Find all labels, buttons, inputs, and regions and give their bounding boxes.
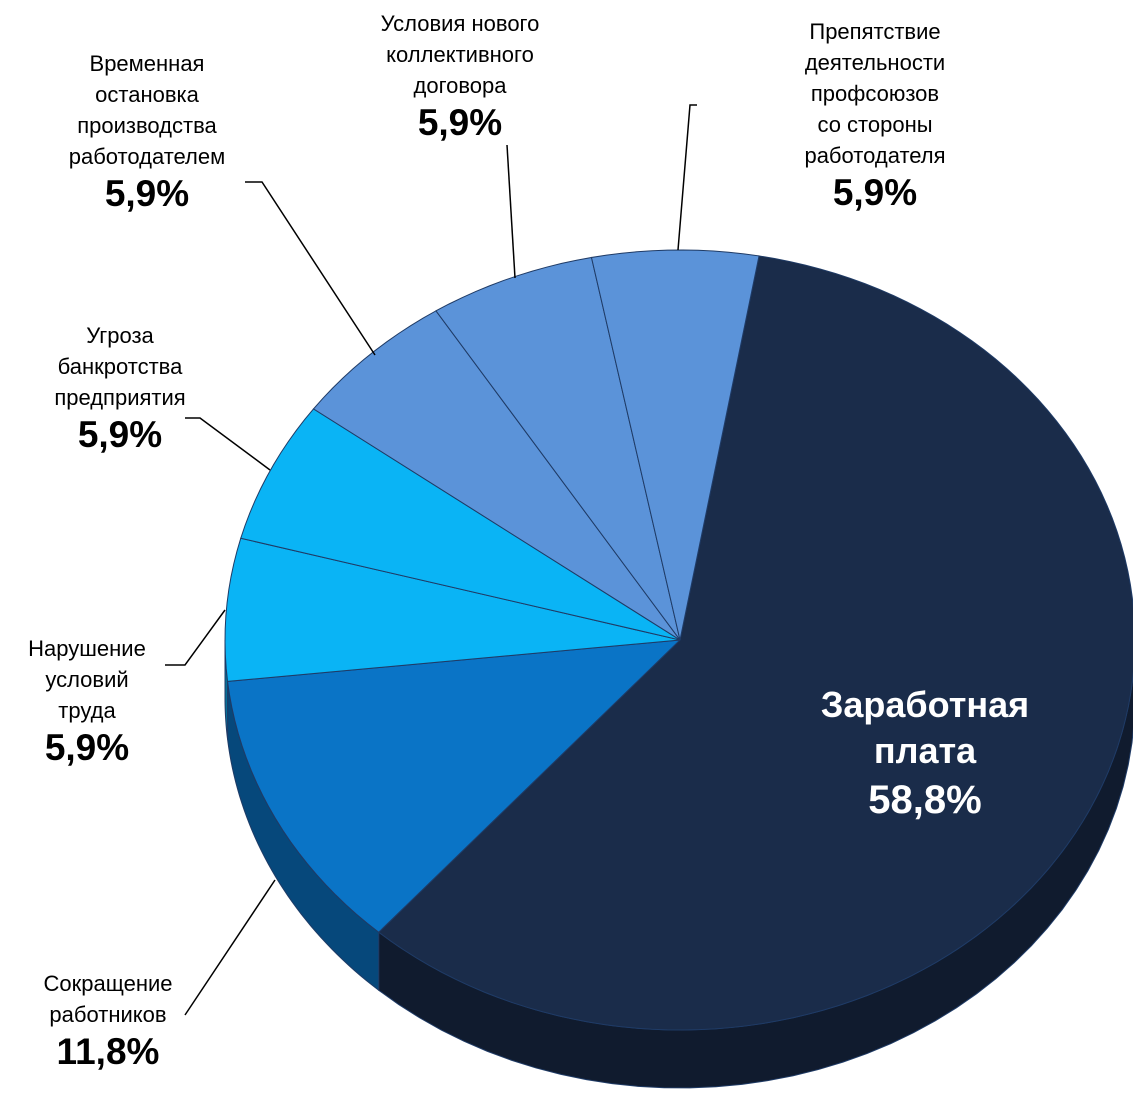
slice-label: Угроза банкротства предприятия 5,9% xyxy=(54,320,185,457)
pie-tops xyxy=(224,249,1133,1031)
leader-line xyxy=(677,104,697,251)
value-label: 58,8% xyxy=(868,778,982,822)
pie-slice xyxy=(224,537,681,682)
leader-line xyxy=(245,181,376,356)
slice-label: Условия нового коллективного договора 5,9… xyxy=(381,8,540,145)
category-label: Угроза банкротства предприятия xyxy=(54,323,186,410)
slice-label: Сокращение работников 11,8% xyxy=(44,968,173,1074)
slice-label: Заработная плата 58,8% xyxy=(821,682,1029,826)
pie-slice xyxy=(377,255,1133,1031)
leader-line xyxy=(184,879,276,1016)
pie-slice xyxy=(240,408,681,641)
leader-line xyxy=(506,144,516,279)
category-label: Временная остановка производства работод… xyxy=(68,51,226,169)
value-label: 5,9% xyxy=(44,727,130,768)
value-label: 5,9% xyxy=(77,414,163,455)
value-label: 5,9% xyxy=(104,173,190,214)
pie-slice xyxy=(435,256,681,641)
slice-label: Препятствие деятельности профсоюзов со с… xyxy=(746,16,1004,215)
slice-label: Нарушение условий труда 5,9% xyxy=(28,633,146,770)
category-label: Препятствие деятельности профсоюзов со с… xyxy=(804,19,946,168)
pie-slice xyxy=(590,249,760,641)
slice-label: Временная остановка производства работод… xyxy=(69,48,226,216)
category-label: Сокращение работников xyxy=(43,971,173,1027)
leader-line xyxy=(165,609,226,666)
category-label: Условия нового коллективного договора xyxy=(380,11,540,98)
pie-slice xyxy=(227,639,682,933)
leader-lines xyxy=(165,104,697,1016)
value-label: 5,9% xyxy=(417,102,503,143)
value-label: 5,9% xyxy=(832,172,918,213)
leader-line xyxy=(185,417,271,471)
category-label: Нарушение условий труда xyxy=(28,636,146,723)
pie-slice xyxy=(312,310,681,641)
category-label: Заработная плата xyxy=(820,684,1030,771)
value-label: 11,8% xyxy=(56,1031,160,1072)
